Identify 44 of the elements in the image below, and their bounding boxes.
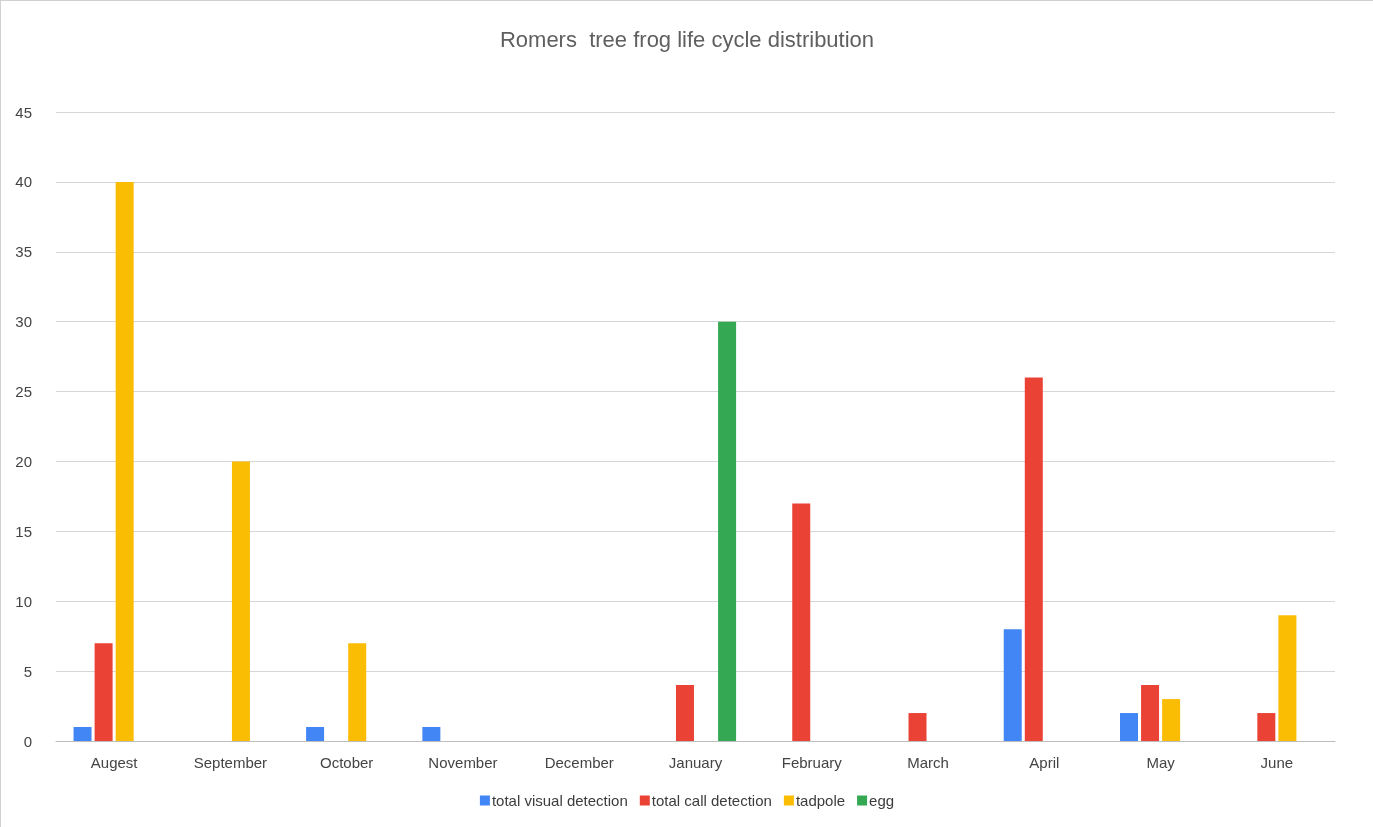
x-tick-label: May [1146, 754, 1176, 771]
legend-label: egg [869, 792, 895, 809]
bar [422, 727, 441, 741]
x-tick-label: December [544, 754, 614, 771]
y-tick-label: 30 [15, 313, 32, 331]
chart-title: Romers tree frog life cycle distribution [499, 26, 875, 52]
y-tick-label: 45 [15, 103, 32, 121]
bar [718, 321, 737, 741]
x-tick-label: Augest [90, 754, 139, 771]
bar [231, 461, 250, 741]
y-tick-label: 25 [15, 383, 32, 401]
bar [908, 713, 927, 741]
bar [1257, 713, 1276, 741]
bar [115, 181, 134, 741]
legend-label: total call detection [651, 792, 772, 809]
x-tick-label: November [428, 754, 498, 771]
legend-label: tadpole [795, 792, 846, 809]
bar [1120, 713, 1138, 741]
x-tick-label: April [1029, 754, 1060, 771]
bar [1003, 629, 1022, 741]
bar [792, 503, 811, 741]
bar [675, 685, 694, 741]
y-tick-label: 35 [15, 243, 32, 261]
bar [306, 727, 325, 741]
y-tick-label: 5 [23, 662, 32, 680]
x-tick-label: September [193, 754, 268, 771]
bar [1278, 615, 1297, 741]
y-tick-label: 15 [15, 522, 32, 540]
bar [1024, 377, 1043, 741]
bar [1162, 699, 1181, 741]
y-tick-label: 0 [23, 732, 32, 750]
y-tick-label: 10 [15, 592, 32, 610]
y-tick-label: 20 [15, 452, 32, 470]
x-tick-label: March [907, 754, 949, 771]
x-tick-label: June [1260, 754, 1294, 771]
bar [1141, 685, 1160, 741]
bar [94, 643, 113, 741]
legend-label: total visual detection [491, 792, 628, 809]
x-tick-label: February [781, 754, 843, 771]
x-tick-label: January [668, 754, 723, 771]
bar [73, 727, 92, 741]
x-tick-label: October [320, 754, 374, 771]
bar [348, 643, 367, 741]
y-tick-label: 40 [15, 173, 32, 191]
